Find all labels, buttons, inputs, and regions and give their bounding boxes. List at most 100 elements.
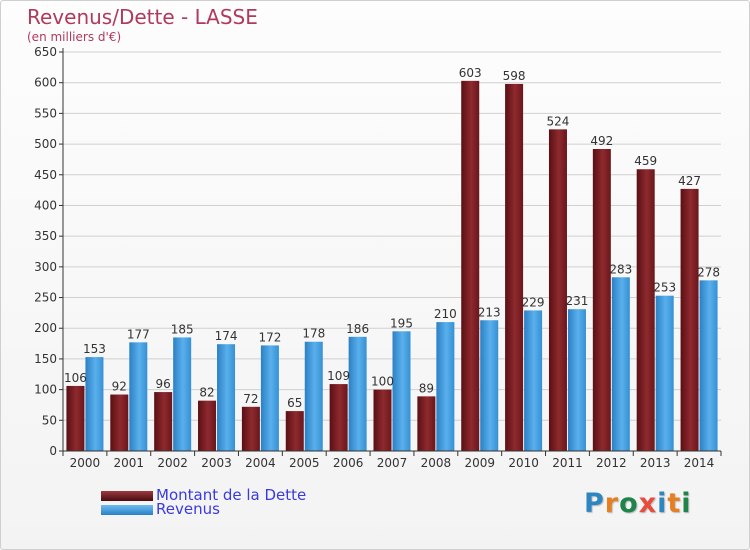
x-tick-label: 2007 <box>377 456 408 470</box>
y-tick-label: 300 <box>34 260 57 274</box>
x-tick-label: 2008 <box>421 456 452 470</box>
data-label-revenus: 213 <box>478 305 501 319</box>
y-tick-label: 250 <box>34 291 57 305</box>
logo-letter: i <box>657 488 668 519</box>
data-label-dette: 92 <box>112 380 127 394</box>
logo-letter: i <box>681 488 692 519</box>
logo-letter: r <box>604 488 620 519</box>
legend-swatch-revenus <box>101 505 153 515</box>
bar-revenus <box>129 342 148 451</box>
data-label-revenus: 177 <box>127 327 150 341</box>
axes: 0 50 100 150 200 250 300 350 400 450 500 550 600 650 2… <box>34 45 722 470</box>
bar-dette <box>505 83 524 452</box>
data-label-dette: 109 <box>327 369 350 383</box>
logo-letter: x <box>638 488 658 519</box>
y-tick-label: 550 <box>34 106 57 120</box>
data-label-revenus: 185 <box>171 322 194 336</box>
bar-revenus <box>348 336 367 451</box>
y-tick-label: 100 <box>34 383 57 397</box>
bar-dette <box>461 80 480 451</box>
bar-revenus <box>524 310 543 451</box>
data-label-revenus: 210 <box>434 307 457 321</box>
data-label-revenus: 172 <box>258 330 281 344</box>
bar-revenus <box>392 331 411 451</box>
legend-swatch-dette <box>101 491 153 501</box>
data-label-dette: 459 <box>634 154 657 168</box>
y-tick-label: 50 <box>42 413 57 427</box>
logo-letter: o <box>619 488 639 519</box>
data-label-dette: 65 <box>287 396 302 410</box>
x-tick-label: 2010 <box>508 456 539 470</box>
bar-revenus <box>655 295 674 451</box>
data-labels: 106 153 92 177 96 185 82 174 72 172 65 178 109 186 100… <box>64 66 720 410</box>
bar-dette <box>154 392 173 451</box>
bar-dette <box>241 406 260 451</box>
proxiti-logo: Proxiti <box>584 488 692 519</box>
data-label-dette: 89 <box>419 381 434 395</box>
x-tick-label: 2004 <box>245 456 276 470</box>
chart-title: Revenus/Dette - LASSE <box>27 5 258 29</box>
x-tick-label: 2009 <box>464 456 495 470</box>
y-tick-label: 150 <box>34 352 57 366</box>
bar-revenus <box>436 322 455 451</box>
bar-dette <box>285 411 304 451</box>
y-tick-label: 500 <box>34 137 57 151</box>
y-tick-label: 0 <box>49 444 57 458</box>
bar-dette <box>198 400 217 451</box>
data-label-dette: 524 <box>547 114 570 128</box>
logo-letter: t <box>667 488 682 519</box>
bar-dette <box>110 394 129 451</box>
data-label-revenus: 283 <box>609 262 632 276</box>
x-tick-label: 2013 <box>640 456 671 470</box>
bars <box>66 80 718 452</box>
x-tick-label: 2011 <box>552 456 583 470</box>
y-tick-label: 450 <box>34 168 57 182</box>
grid-lines <box>63 51 721 421</box>
bar-dette <box>680 188 699 451</box>
bar-revenus <box>173 337 192 451</box>
x-tick-label: 2014 <box>684 456 715 470</box>
data-label-dette: 427 <box>678 174 701 188</box>
data-label-revenus: 153 <box>83 342 106 356</box>
y-tick-label: 600 <box>34 76 57 90</box>
data-label-revenus: 278 <box>697 265 720 279</box>
y-tick-label: 350 <box>34 229 57 243</box>
bar-dette <box>636 169 655 451</box>
x-tick-label: 2006 <box>333 456 364 470</box>
data-label-revenus: 229 <box>522 295 545 309</box>
data-label-dette: 82 <box>199 386 214 400</box>
data-label-dette: 492 <box>590 134 613 148</box>
bar-revenus <box>567 309 586 451</box>
logo-letter: P <box>584 488 605 519</box>
bar-revenus <box>217 344 236 451</box>
bar-dette <box>548 129 567 452</box>
y-tick-label: 650 <box>34 45 57 59</box>
data-label-revenus: 186 <box>346 322 369 336</box>
bar-dette <box>329 384 348 451</box>
x-tick-label: 2012 <box>596 456 627 470</box>
x-tick-label: 2002 <box>157 456 188 470</box>
data-label-dette: 100 <box>371 375 394 389</box>
data-label-dette: 72 <box>243 392 258 406</box>
data-label-dette: 598 <box>503 69 526 83</box>
y-tick-label: 400 <box>34 198 57 212</box>
bar-revenus <box>260 345 279 451</box>
data-label-dette: 106 <box>64 371 87 385</box>
data-label-revenus: 178 <box>302 327 325 341</box>
bar-revenus <box>611 277 630 451</box>
bar-dette <box>417 396 436 451</box>
data-label-dette: 603 <box>459 66 482 80</box>
data-label-revenus: 253 <box>653 281 676 295</box>
bar-revenus <box>85 357 104 451</box>
bar-revenus <box>480 320 499 451</box>
y-tick-label: 200 <box>34 321 57 335</box>
x-tick-label: 2003 <box>201 456 232 470</box>
legend-label-dette: Montant de la Dette <box>156 486 307 504</box>
chart-subtitle: (en milliers d'€) <box>27 30 122 44</box>
bar-dette <box>592 148 611 452</box>
x-tick-label: 2005 <box>289 456 320 470</box>
data-label-dette: 96 <box>156 377 171 391</box>
bar-revenus <box>304 341 323 451</box>
bar-dette <box>66 385 85 451</box>
